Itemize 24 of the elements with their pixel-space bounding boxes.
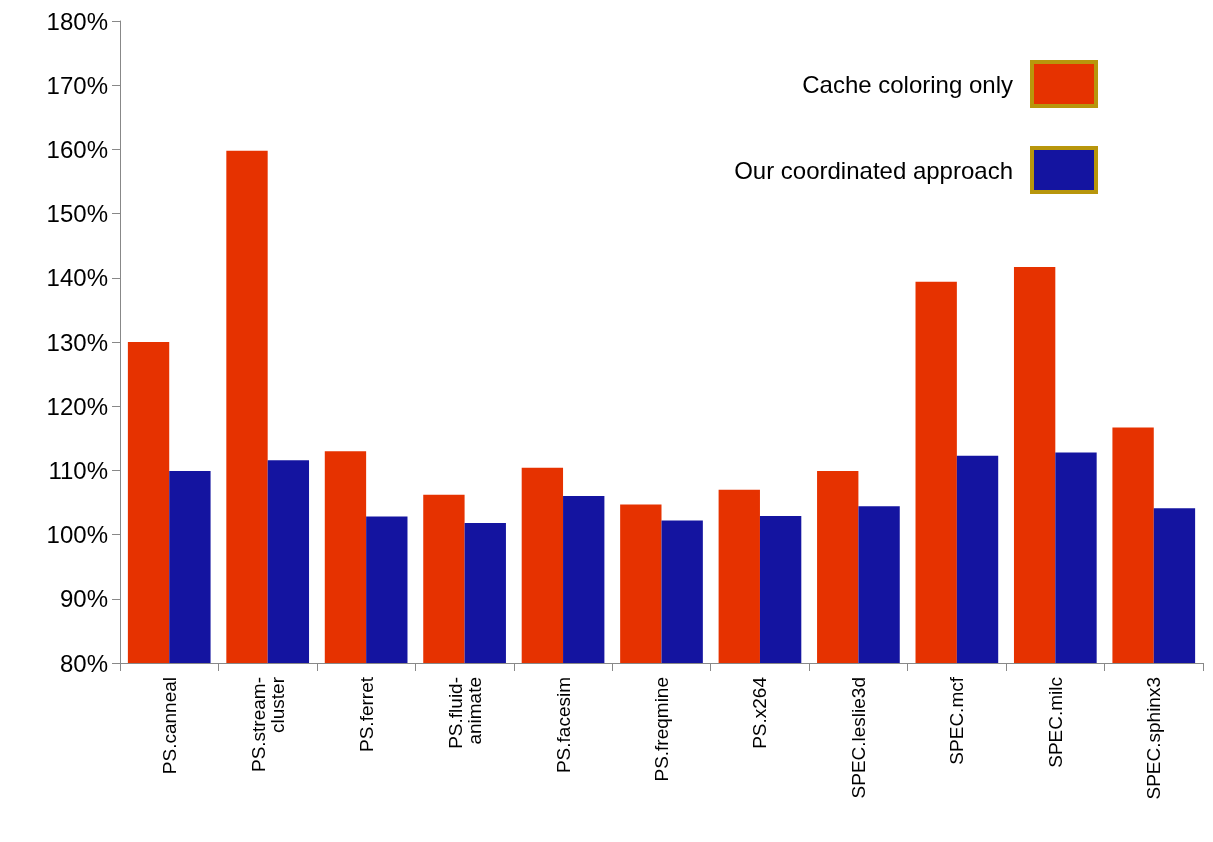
- x-tick-label: PS.x264: [749, 676, 771, 749]
- y-tick-label: 150%: [46, 200, 108, 228]
- x-tick-label: PS.ferret: [355, 676, 377, 752]
- x-tick-label: SPEC.sphinx3: [1143, 677, 1165, 800]
- y-tick-label: 160%: [46, 135, 108, 163]
- legend-label: Cache coloring only: [802, 70, 1013, 98]
- y-tick-label: 130%: [46, 328, 108, 356]
- legend-label: Our coordinated approach: [734, 156, 1013, 184]
- y-tick-label: 90%: [59, 585, 108, 613]
- y-tick-label: 110%: [48, 456, 108, 484]
- y-tick-label: 100%: [46, 521, 108, 549]
- y-tick-label: 120%: [46, 392, 108, 420]
- y-tick-label: 140%: [46, 264, 108, 292]
- x-tick-label: PS.stream-cluster: [247, 676, 288, 773]
- x-tick-label: SPEC.mcf: [946, 676, 968, 765]
- x-tick-label: PS.fluid-animate: [444, 677, 485, 749]
- x-tick-label: PS.freqmine: [651, 677, 672, 782]
- x-tick-label: SPEC.milc: [1044, 677, 1066, 768]
- y-tick-label: 180%: [46, 7, 108, 35]
- x-tick-label: PS.facesim: [552, 677, 574, 774]
- y-tick-label: 80%: [59, 649, 108, 677]
- x-tick-label: PS.canneal: [158, 677, 180, 775]
- x-tick-label: SPEC.leslie3d: [847, 677, 869, 799]
- y-tick-label: 170%: [46, 71, 108, 99]
